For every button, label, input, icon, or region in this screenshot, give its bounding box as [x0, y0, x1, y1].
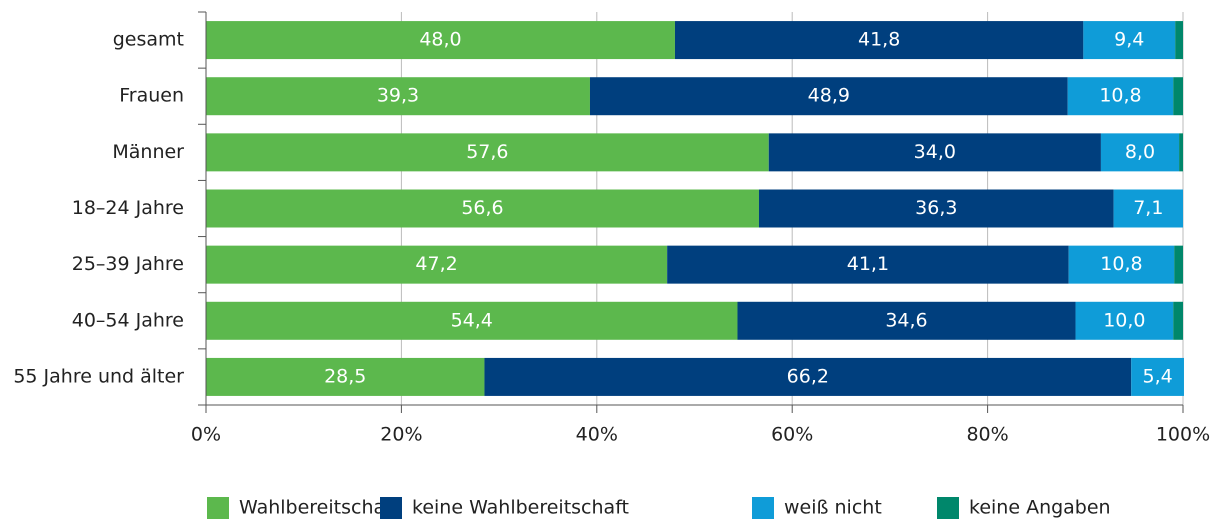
data-label: 47,2: [415, 253, 457, 275]
x-tick-label: 0%: [191, 424, 221, 446]
y-tick-label: Frauen: [119, 85, 184, 107]
data-label: 57,6: [466, 141, 508, 163]
bar-segment: [206, 21, 675, 60]
data-label: 66,2: [787, 365, 829, 387]
x-tick-label: 40%: [576, 424, 618, 446]
bar-segment: [206, 357, 485, 396]
x-tick-label: 20%: [380, 424, 422, 446]
data-label: 10,0: [1103, 309, 1145, 331]
y-tick-label: 55 Jahre und älter: [13, 365, 184, 387]
bar-segment: [667, 245, 1069, 284]
x-tick-label: 60%: [771, 424, 813, 446]
bar-segment: [206, 301, 738, 340]
bar-segment: [1083, 21, 1176, 60]
data-label: 48,0: [419, 29, 461, 51]
legend-label: Wahlbereitschaft: [239, 497, 399, 519]
bar-segment: [768, 133, 1101, 172]
data-label: 28,5: [324, 365, 366, 387]
bar-segment: [206, 77, 590, 116]
data-label: 9,4: [1114, 29, 1144, 51]
x-tick-label: 100%: [1156, 424, 1210, 446]
data-label: 56,6: [461, 197, 503, 219]
data-label: 36,3: [915, 197, 957, 219]
legend-swatch: [752, 497, 774, 519]
data-label: 34,6: [885, 309, 927, 331]
y-tick-label: 18–24 Jahre: [72, 197, 184, 219]
data-label: 7,1: [1133, 197, 1163, 219]
bar-segment: [206, 133, 769, 172]
data-label: 10,8: [1099, 85, 1141, 107]
bar-segment: [1173, 77, 1183, 116]
bar-segment: [1068, 245, 1175, 284]
bar-segment: [206, 189, 759, 228]
legend-swatch: [207, 497, 229, 519]
x-tick-label: 80%: [966, 424, 1008, 446]
data-label: 54,4: [451, 309, 493, 331]
bar-segment: [1174, 245, 1183, 284]
y-tick-label: Männer: [112, 141, 184, 163]
data-label: 5,4: [1142, 365, 1172, 387]
bar-segment: [674, 21, 1084, 60]
bar-segment: [758, 189, 1114, 228]
bar-segment: [1131, 357, 1184, 396]
data-label: 41,8: [858, 29, 900, 51]
bar-segment: [206, 245, 668, 284]
data-label: 34,0: [914, 141, 956, 163]
bar-segment: [1179, 133, 1183, 172]
legend-swatch: [380, 497, 402, 519]
y-tick-label: 40–54 Jahre: [72, 309, 184, 331]
bar-segment: [1175, 21, 1183, 60]
data-label: 41,1: [847, 253, 889, 275]
legend-label: weiß nicht: [784, 497, 882, 519]
bar-segment: [589, 77, 1068, 116]
bar-segment: [1100, 133, 1180, 172]
bar-segment: [737, 301, 1076, 340]
data-label: 39,3: [377, 85, 419, 107]
bar-segment: [1173, 301, 1183, 340]
legend-swatch: [937, 497, 959, 519]
bar-segment: [1113, 189, 1183, 228]
data-label: 10,8: [1100, 253, 1142, 275]
bar-segment: [484, 357, 1132, 396]
data-label: 48,9: [808, 85, 850, 107]
y-tick-label: gesamt: [113, 29, 184, 51]
data-label: 8,0: [1125, 141, 1155, 163]
bar-segment: [1075, 301, 1174, 340]
y-tick-label: 25–39 Jahre: [72, 253, 184, 275]
legend-label: keine Angaben: [969, 497, 1111, 519]
legend-label: keine Wahlbereitschaft: [412, 497, 629, 519]
bar-segment: [1067, 77, 1174, 116]
